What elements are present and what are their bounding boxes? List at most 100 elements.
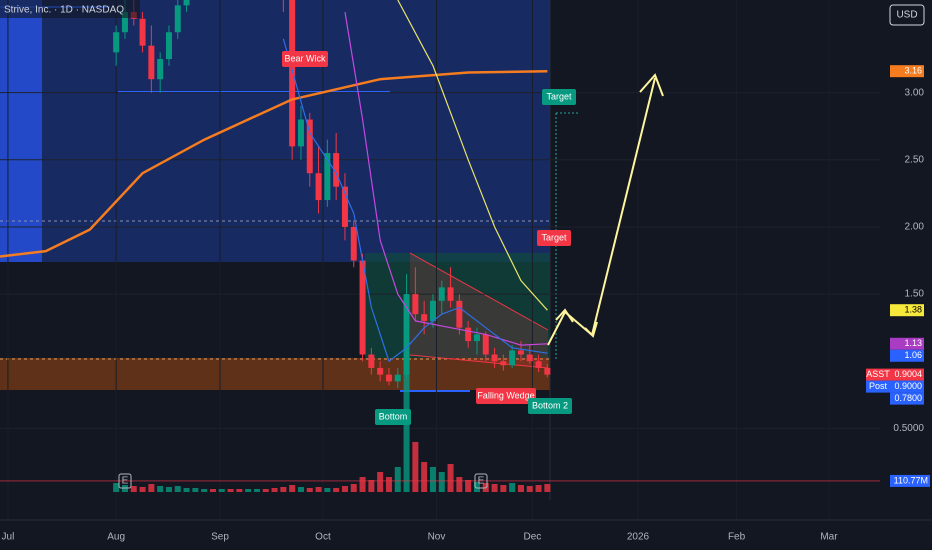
price-tag <box>890 392 924 405</box>
price-tag-name: Post <box>869 381 888 391</box>
candle-body <box>368 354 375 368</box>
annotation-box <box>476 388 536 404</box>
projection-arrow <box>547 77 656 346</box>
arrowhead <box>584 321 598 338</box>
candle-body <box>148 45 155 80</box>
candle-body <box>139 18 146 46</box>
x-tick-label: Oct <box>315 532 331 543</box>
volume-bar <box>174 486 181 492</box>
volume-bar <box>535 485 542 492</box>
candle-body <box>289 0 296 147</box>
volume-bar <box>421 462 428 492</box>
volume-tag-label: 110.77M <box>894 475 928 485</box>
price-tag-label: 1.06 <box>904 350 922 360</box>
demand-zone <box>0 358 550 390</box>
price-tag <box>890 337 924 350</box>
currency[interactable]: USD <box>896 10 917 21</box>
earnings-label: E <box>478 476 485 487</box>
volume-bar <box>412 442 419 492</box>
volume-bar <box>429 467 436 492</box>
wedge-fill <box>410 253 548 368</box>
annotation: Bottom 2 <box>532 400 568 410</box>
x-tick-label: Feb <box>728 532 746 543</box>
volume-bar <box>403 372 410 492</box>
volume-bar <box>262 489 269 492</box>
candle-body <box>297 119 304 147</box>
candle-body <box>121 12 128 33</box>
arrowhead <box>639 73 664 97</box>
annotation-box <box>528 398 572 414</box>
candle-body <box>456 300 463 328</box>
annotation: Bottom <box>379 411 408 421</box>
candle-body <box>377 367 384 375</box>
volume-bar <box>368 480 375 492</box>
volume-bar <box>192 488 199 492</box>
volume-bar <box>201 489 208 492</box>
currency-box[interactable] <box>889 4 925 26</box>
price-axis <box>880 0 932 550</box>
y-tick-label: 1.50 <box>905 289 925 300</box>
price-tag <box>890 304 924 317</box>
volume-bar <box>456 477 463 492</box>
candle-body <box>500 361 507 366</box>
x-tick-label: Jul <box>2 532 15 543</box>
candle-body <box>403 294 410 375</box>
volume-bar <box>509 483 516 492</box>
price-tag <box>890 368 924 381</box>
candle-body <box>473 334 480 342</box>
x-tick-label: Aug <box>107 532 125 543</box>
moving-average <box>397 0 548 311</box>
candle-body <box>333 153 340 187</box>
volume-bar <box>526 486 533 492</box>
annotation: Target <box>541 232 567 242</box>
annotation-box <box>282 51 328 67</box>
volume-bar <box>183 488 190 492</box>
y-tick-label: 2.00 <box>905 222 925 233</box>
candle-body <box>113 32 120 53</box>
candle-body <box>359 260 366 355</box>
candle-body <box>465 327 472 342</box>
volume-bar <box>517 485 524 492</box>
volume-bar <box>359 477 366 492</box>
y-tick-label: 3.00 <box>905 87 925 98</box>
moving-average <box>282 38 548 363</box>
volume-bar <box>500 485 507 492</box>
candle-body <box>482 334 489 355</box>
price-tag-name-box <box>866 380 890 393</box>
candle-body <box>491 354 498 362</box>
wedge-line <box>409 354 549 369</box>
volume-bar <box>491 484 498 492</box>
price-tag <box>890 349 924 362</box>
volume-bar <box>227 489 234 492</box>
price-tag <box>890 380 924 393</box>
volume-bar <box>350 484 357 492</box>
annotation: Falling Wedge <box>477 390 534 400</box>
volume-bar <box>209 489 216 492</box>
volume-bar <box>271 488 278 492</box>
annotation-box <box>542 89 576 105</box>
candle-body <box>341 186 348 227</box>
volume-bar <box>139 487 146 492</box>
x-tick-label: Mar <box>820 532 838 543</box>
price-tag-label: 3.16 <box>904 66 922 76</box>
candle-body <box>306 119 313 174</box>
wedge-line <box>409 252 549 331</box>
volume-bar <box>324 488 331 492</box>
candle-body <box>324 153 331 201</box>
moving-average <box>344 12 548 346</box>
volume-bar <box>341 486 348 492</box>
volume-bar <box>315 487 322 492</box>
candle-body <box>517 350 524 355</box>
price-tag-name-box <box>866 368 890 381</box>
price-tag-label: 1.38 <box>904 305 922 315</box>
volume-bar <box>473 482 480 492</box>
chart-title: Strive, Inc. · 1D · NASDAQ <box>4 5 124 16</box>
earnings-label: E <box>122 476 129 487</box>
y-tick-label: 2.50 <box>905 154 925 165</box>
candle-body <box>429 300 436 321</box>
volume-bar <box>113 483 120 492</box>
volume-bar <box>148 484 155 492</box>
candle-body <box>315 173 322 201</box>
x-tick-label: Sep <box>211 532 229 543</box>
